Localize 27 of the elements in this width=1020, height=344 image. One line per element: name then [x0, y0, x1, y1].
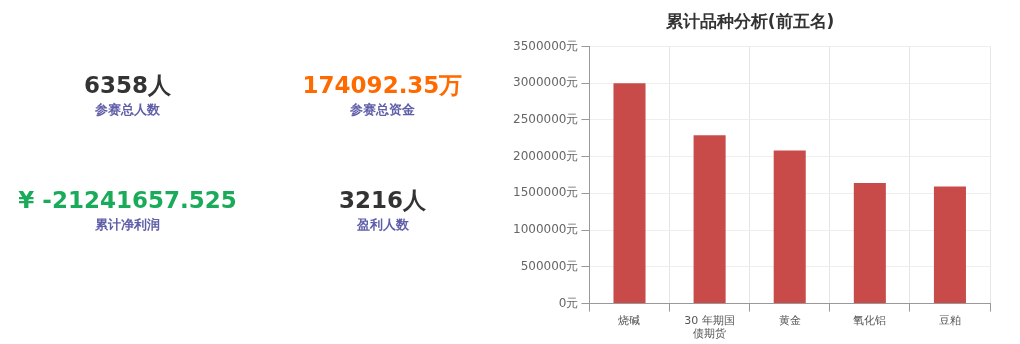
text: 参赛总人数: [94, 101, 161, 119]
y-tick-label: 2000000元: [512, 148, 579, 163]
text: 3216人: [338, 186, 427, 215]
text: 参赛总资金: [349, 101, 416, 119]
text: 累计净利润: [94, 216, 161, 234]
y-tick-label: 1500000元: [512, 185, 579, 200]
text: ¥ -21241657.525: [17, 186, 238, 215]
y-tick-label: 500000元: [520, 258, 579, 273]
bar: [693, 135, 726, 304]
chart-title: 累计品种分析(前五名): [664, 10, 835, 31]
y-tick-label: 3000000元: [512, 75, 579, 90]
y-tick-label: 2500000元: [512, 112, 579, 127]
x-tick-label: 30 年期国债期货: [684, 314, 735, 341]
bar: [613, 83, 646, 304]
x-tick-label: 黄金: [778, 314, 801, 328]
text: 6358人: [83, 71, 172, 100]
bar: [933, 186, 966, 304]
x-tick-label: 氧化铝: [853, 314, 887, 328]
y-tick-label: 0元: [558, 295, 579, 310]
x-tick-label: 烧碱: [618, 314, 641, 328]
text: 盈利人数: [355, 216, 410, 234]
bar: [853, 183, 886, 304]
bar: [773, 150, 806, 304]
y-tick-label: 1000000元: [512, 222, 579, 237]
x-tick-label: 豆粕: [938, 314, 961, 328]
y-tick-label: 3500000元: [512, 38, 579, 53]
text: 174092.35万: [301, 71, 464, 100]
